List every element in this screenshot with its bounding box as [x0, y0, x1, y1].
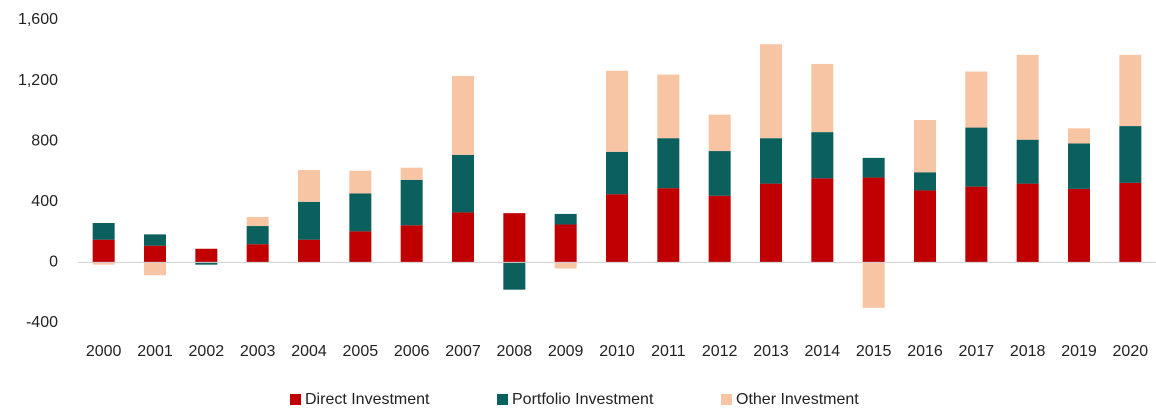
- x-tick-label: 2018: [1010, 343, 1046, 360]
- bar-segment: [862, 157, 885, 178]
- x-tick-label: 2005: [343, 343, 379, 360]
- bar-segment: [914, 119, 936, 173]
- legend-swatch: [497, 394, 508, 405]
- bar-segment: [400, 179, 423, 226]
- x-tick-label: 2017: [959, 343, 995, 360]
- x-tick-label: 2008: [497, 343, 533, 360]
- bar-segment: [1119, 126, 1142, 183]
- x-tick-label: 2011: [651, 343, 686, 360]
- x-tick-label: 2006: [394, 343, 430, 360]
- bar-segment: [914, 190, 936, 263]
- bar-segment: [811, 132, 834, 179]
- bar-segment: [965, 186, 988, 263]
- y-tick-label: 1,600: [18, 11, 58, 28]
- bar-segment: [144, 262, 166, 276]
- bar-segment: [606, 194, 628, 263]
- bar-segment: [246, 244, 269, 263]
- bar-segment: [195, 262, 218, 265]
- bar-segment: [914, 172, 936, 191]
- bar-segment: [1068, 188, 1090, 263]
- bar-segment: [452, 76, 474, 155]
- bar-segment: [92, 239, 115, 263]
- bar-segment: [452, 212, 474, 263]
- bar-segment: [503, 262, 526, 290]
- bar-segment: [760, 44, 782, 139]
- bar-segment: [349, 193, 372, 232]
- bar-segment: [298, 239, 320, 263]
- bar-segment: [760, 183, 782, 263]
- bar-segment: [400, 225, 423, 263]
- bar-segment: [298, 201, 320, 240]
- bar-segment: [554, 262, 577, 269]
- x-tick-label: 2019: [1061, 343, 1097, 360]
- bar-segment: [246, 216, 269, 227]
- x-tick-label: 2007: [445, 343, 481, 360]
- bar-segment: [760, 138, 782, 184]
- x-tick-label: 2004: [291, 343, 327, 360]
- bar-segment: [144, 234, 166, 246]
- bar-segment: [862, 262, 885, 308]
- bar-segment: [503, 213, 526, 263]
- bar-segment: [606, 151, 628, 195]
- bar-segment: [298, 169, 320, 202]
- x-tick-label: 2001: [137, 343, 173, 360]
- bar-segment: [811, 63, 834, 133]
- bar-segment: [708, 151, 731, 196]
- bar-segment: [92, 262, 115, 265]
- x-tick-label: 2020: [1113, 343, 1149, 360]
- bar-segment: [1016, 139, 1039, 184]
- bar-segment: [657, 138, 680, 189]
- y-tick-label: 0: [49, 254, 58, 271]
- x-tick-label: 2009: [548, 343, 584, 360]
- bar-segment: [708, 195, 731, 263]
- legend-swatch: [721, 394, 732, 405]
- bar-segment: [92, 223, 115, 240]
- bar-segment: [195, 248, 218, 263]
- legend-label: Portfolio Investment: [512, 391, 654, 408]
- bar-segment: [657, 74, 680, 139]
- bar-segment: [965, 127, 988, 187]
- y-tick-label: -400: [26, 314, 58, 331]
- bar-segment: [1016, 54, 1039, 140]
- x-tick-label: 2014: [805, 343, 841, 360]
- bar-segment: [1119, 54, 1142, 127]
- bar-segment: [657, 188, 680, 263]
- bar-segment: [554, 224, 577, 263]
- bar-segment: [606, 70, 628, 152]
- y-tick-label: 800: [31, 132, 58, 149]
- bar-segment: [1068, 128, 1090, 144]
- x-tick-label: 2012: [702, 343, 738, 360]
- bar-segment: [246, 226, 269, 245]
- bar-segment: [862, 177, 885, 263]
- bar-segment: [349, 170, 372, 194]
- bar-segment: [400, 167, 423, 180]
- bar-segment: [1016, 183, 1039, 263]
- legend-swatch: [290, 394, 301, 405]
- legend-label: Direct Investment: [305, 391, 430, 408]
- x-tick-label: 2003: [240, 343, 276, 360]
- legend-label: Other Investment: [736, 391, 859, 408]
- bar-segment: [1119, 182, 1142, 263]
- bar-segment: [708, 114, 731, 152]
- x-tick-label: 2002: [189, 343, 225, 360]
- x-tick-label: 2010: [599, 343, 635, 360]
- y-tick-label: 1,200: [18, 72, 58, 89]
- x-tick-label: 2016: [907, 343, 943, 360]
- x-tick-label: 2015: [856, 343, 892, 360]
- x-tick-label: 2013: [753, 343, 789, 360]
- bar-segment: [452, 154, 474, 213]
- bar-segment: [349, 231, 372, 263]
- y-tick-label: 400: [31, 193, 58, 210]
- bar-segment: [965, 71, 988, 128]
- x-tick-label: 2000: [86, 343, 122, 360]
- bar-segment: [144, 245, 166, 263]
- bar-segment: [554, 213, 577, 225]
- bar-segment: [1068, 143, 1090, 189]
- bar-segment: [811, 178, 834, 263]
